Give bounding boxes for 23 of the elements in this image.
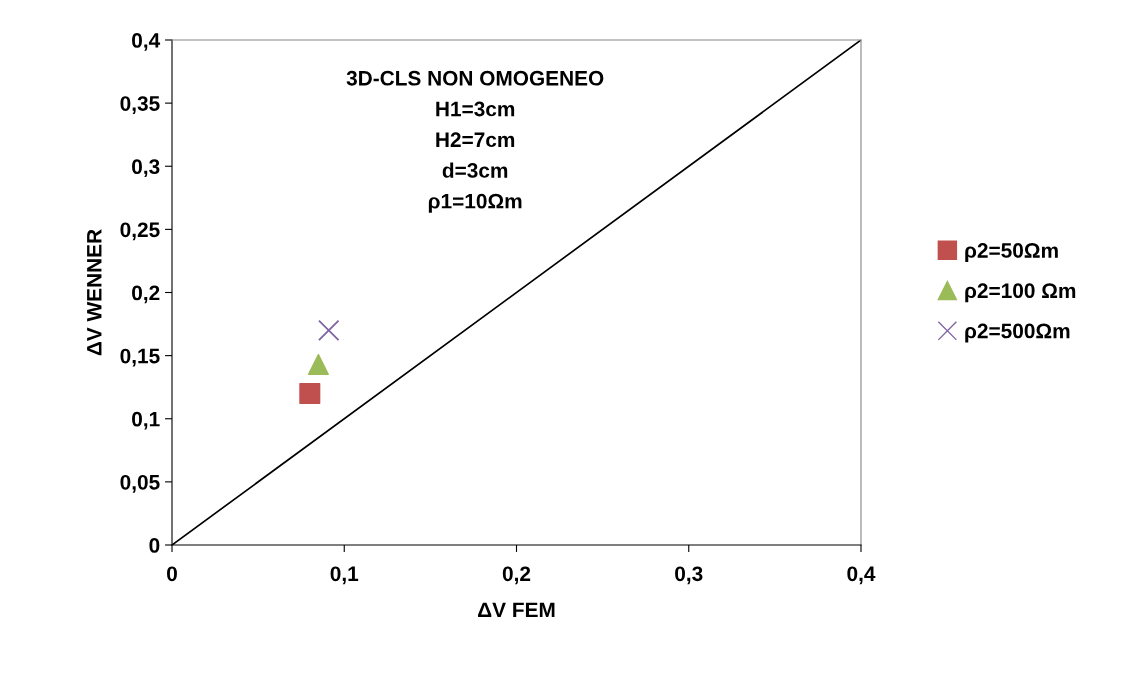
legend-label: ρ2=100 Ωm (965, 283, 1076, 303)
y-tick-label: 0,25 (120, 222, 160, 241)
x-tick-label: 0,3 (675, 566, 703, 585)
y-tick-label: 0,1 (132, 411, 160, 430)
x-tick-label: 0,4 (847, 566, 876, 585)
point (307, 353, 329, 375)
y-tick-label: 0,05 (120, 474, 160, 493)
y-tick-label: 0,3 (132, 159, 160, 178)
y-tick-label: 0,35 (120, 96, 160, 114)
legend-label: ρ2=500Ωm (965, 323, 1070, 343)
x-tick-label: 0,1 (330, 566, 359, 585)
y-tick-label: 0,15 (120, 348, 160, 367)
x-tick-label: 0,2 (502, 566, 531, 585)
y-tick-label: 0,2 (132, 285, 160, 304)
legend-label: ρ2=50Ωm (965, 243, 1058, 262)
y-tick-label: 0 (149, 538, 160, 553)
point (299, 382, 321, 405)
annotation: 3D-CLS NON OMOGENEO H1=3cm H2=7cm d=3cm ρ1=10Ωm (346, 70, 604, 213)
y-tick-label: 0,4 (132, 33, 161, 51)
x-tick-label: 0 (167, 566, 177, 582)
point (318, 319, 340, 342)
x-axis-title: ΔV FEM (478, 602, 555, 618)
y-axis-title: ΔV WENNER (87, 229, 102, 356)
